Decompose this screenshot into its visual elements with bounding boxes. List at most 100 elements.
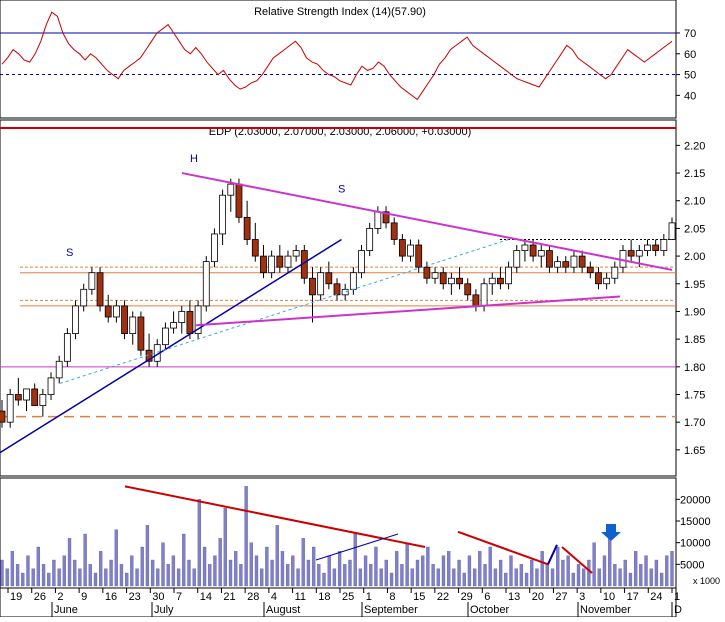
day-label: 2 [57,591,63,603]
candle-body [129,316,137,335]
candle-body [562,261,570,268]
candle-body [202,261,210,307]
candle-body [349,272,357,290]
volume-bar [654,559,659,587]
trendlines [0,172,673,454]
price-tick-label: 1.70 [684,417,705,429]
volume-bar [296,568,300,587]
volume-blue-line [315,533,399,561]
price-tick-label: 1.75 [684,389,705,401]
candle-body [480,283,488,307]
volume-bar [613,564,617,587]
rsi-frame [0,0,677,119]
candle-body [407,244,414,257]
candle-body [652,244,660,251]
volume-bar [187,559,191,587]
day-labels: 19 26 2 9 16 23 30 7 14 21 28 4 11 18 25 1 8 15 22 29 6 13 20 2… [7,588,680,603]
rising-support-line [195,295,621,327]
volume-bar [509,555,513,587]
date-axis: 19 26 2 9 16 23 30 7 14 21 28 4 11 18 25 1 8 15 22 29 6 13 20 2… [0,587,682,618]
volume-bar [88,564,92,587]
volume-bar [415,559,420,587]
day-label: 25 [342,591,354,603]
day-label: 24 [650,591,662,603]
candle-body [325,272,333,285]
candle-body [104,305,112,318]
candle-body [292,250,300,257]
candle-body [170,322,177,329]
volume-bar [260,568,264,587]
candle-body [178,311,186,323]
volume-bar [618,568,622,587]
volume-bar [628,572,633,587]
volume-bar [228,559,233,587]
volume-tick-label: 15000 [680,516,711,528]
volume-bar [576,564,581,587]
volume-bar [436,568,440,587]
day-label: 13 [508,591,520,603]
candle-body [366,228,374,251]
price-tick-label: 2.05 [684,223,705,235]
candle-body [112,305,120,318]
volume-bar [47,572,51,587]
volume-tick-label: 20000 [680,494,711,506]
candle-body [63,333,71,362]
volume-bar [332,568,337,587]
candle-body [423,266,431,279]
candle-body [211,233,218,263]
volume-bar [348,559,352,587]
candle-body [660,239,668,251]
volume-bar [410,568,414,587]
candle-body [317,272,325,296]
volume-bar [369,564,373,587]
volume-bar [280,551,285,587]
date-axis-frame [0,587,677,618]
candle-body [635,250,643,257]
candle-body [194,305,202,335]
volume-bar [182,533,186,587]
volume-bar [78,568,82,587]
candle-body [186,311,194,334]
volume-bar [286,564,290,587]
volume-bar [150,559,155,587]
month-label: November [580,604,631,616]
day-label: 1 [366,591,372,603]
day-label: 23 [129,591,141,603]
rsi-tick-label: 70 [684,28,696,40]
day-label: 26 [34,591,46,603]
volume-bar [478,551,482,587]
volume-bar [26,555,30,587]
volume-tick-label: 10000 [680,538,711,550]
candle-body [382,211,390,224]
candle-body [439,272,447,285]
volume-bar [301,538,305,587]
candle-body [447,277,455,285]
rsi-title: Relative Strength Index (14)(57.90) [254,6,426,18]
price-tick-label: 2.00 [684,251,705,263]
volume-bar [135,568,139,587]
volume-bar [234,551,238,587]
candle-body [80,288,88,307]
down-arrow-icon [601,524,621,541]
volume-bar [343,564,347,587]
day-label: 19 [10,591,22,603]
volume-bounce-line [547,544,558,565]
volume-bar [337,551,342,587]
volume-bar [275,525,279,587]
candle-body [358,250,365,274]
annotation-left-shoulder: S [66,247,73,259]
volume-bar [0,559,4,587]
price-tick-label: 2.20 [684,140,705,152]
volume-bar [597,568,601,587]
candle-body [219,194,227,235]
candle-body [398,239,406,257]
volume-bar [36,546,41,587]
volume-bar [582,568,586,587]
day-label: 20 [532,591,544,603]
volume-bar [21,572,25,587]
volume-bar [389,572,394,587]
candle-body [570,255,578,268]
candle-body [227,183,235,196]
price-tick-label: 1.95 [684,279,705,291]
